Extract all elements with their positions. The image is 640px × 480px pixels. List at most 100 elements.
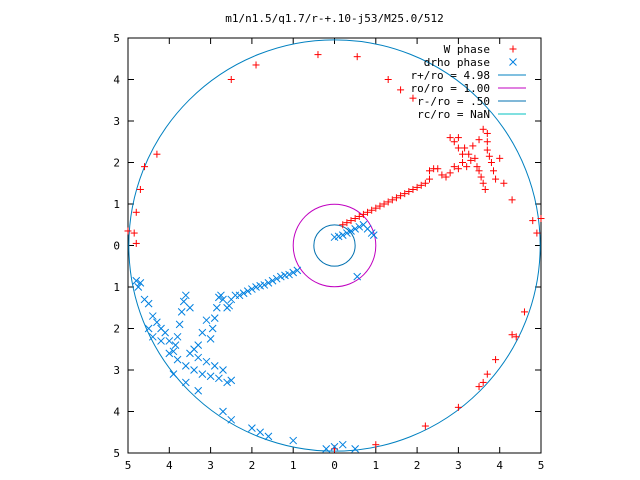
data-point [256,281,265,290]
x-tick-label: 3 [207,459,214,472]
data-point [397,86,405,94]
data-point [475,136,483,144]
data-point [438,171,446,179]
data-point [483,129,491,137]
data-point [353,53,361,61]
data-point [485,152,493,160]
data-point [413,183,421,191]
data-point [219,366,227,374]
data-point [136,278,145,287]
cross-b [206,335,215,343]
data-point [479,125,487,133]
cross-b [190,366,198,374]
cross-b [223,378,231,387]
data-point [173,355,182,364]
cross-b [157,337,165,345]
data-point [289,436,298,445]
data-point [181,361,190,370]
y-tick-label: 1 [113,198,120,211]
cross-b [219,295,227,304]
data-point [148,332,157,341]
data-point [130,229,138,237]
data-point [459,150,467,158]
data-point [175,320,184,329]
data-point [347,227,355,235]
data-point [409,185,417,193]
cross-b [153,318,161,327]
data-point [141,163,149,171]
data-point [492,175,500,183]
data-point [421,179,429,187]
cross-b [202,357,211,366]
legend-marker [509,45,517,53]
x-tick-label: 1 [290,459,297,472]
data-point [223,378,231,387]
data-point [215,374,223,383]
cross-b [210,361,219,370]
cross-b [289,436,298,445]
cross-b [171,341,180,349]
cross-b [351,225,360,233]
cross-b [210,314,219,322]
cross-b [351,444,360,453]
data-point [353,272,362,281]
data-point [483,138,491,146]
data-point [529,217,537,225]
data-point [206,335,215,343]
data-point [198,328,207,337]
data-point [454,144,462,152]
cross-b [281,271,289,280]
data-point [223,303,231,312]
data-point [334,232,343,241]
data-point [194,386,203,395]
data-point [252,61,260,69]
x-tick-label: 4 [166,459,173,472]
data-point [469,142,477,150]
data-point [338,440,347,449]
data-point [132,208,140,216]
data-point [401,190,409,198]
cross-b [181,361,190,370]
cross-b [177,308,186,316]
data-point [181,291,190,300]
cross-b [157,324,165,333]
data-point [364,208,372,216]
data-point [417,181,425,189]
data-point [376,202,384,210]
data-point [508,196,516,204]
cross-b [140,295,149,304]
data-point [496,154,504,162]
data-point [388,196,396,204]
data-point [252,283,260,291]
data-point [132,239,140,247]
legend-label: rc/ro = NaN [417,108,490,121]
data-point [276,272,285,281]
data-point [157,324,165,333]
cross-b [181,378,190,387]
data-point [351,215,359,223]
cross-b [338,440,347,449]
data-point [475,167,483,175]
data-point [421,422,429,430]
data-point [347,217,355,225]
cross-b [369,231,378,239]
data-point [136,185,144,193]
data-point [372,441,380,449]
data-point [475,383,483,391]
data-point [434,165,442,173]
data-point [248,285,256,293]
data-point [508,331,516,339]
data-point [173,332,182,341]
data-point [219,407,227,416]
data-point [477,173,485,181]
cross-b [161,328,170,337]
y-tick-label: 0 [113,240,120,253]
data-point [338,231,347,239]
circle-rro [313,224,356,267]
data-point [132,276,141,285]
data-point [446,134,454,142]
cross-b [186,349,194,358]
cross-b [202,316,211,325]
data-point [425,167,433,175]
